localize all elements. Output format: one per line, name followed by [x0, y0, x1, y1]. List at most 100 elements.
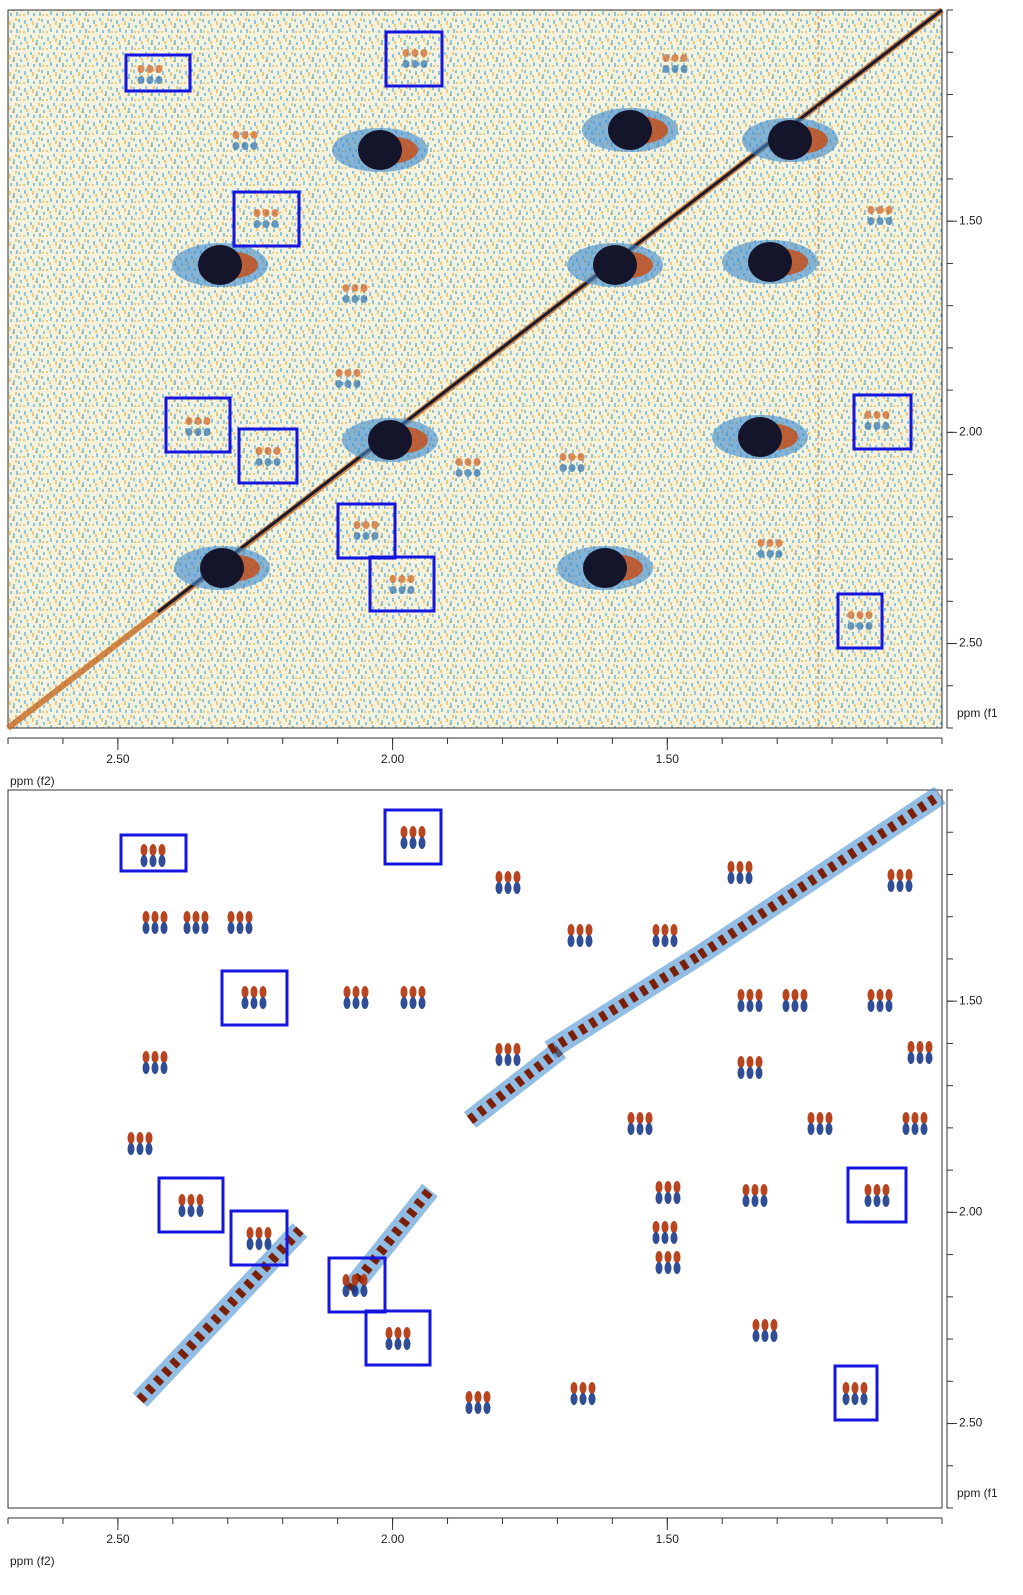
cross-peak	[143, 1051, 150, 1063]
cross-peak	[128, 1143, 135, 1155]
cross-peak	[265, 1227, 272, 1239]
cross-peak	[888, 880, 895, 892]
cross-peak	[843, 1382, 850, 1394]
bottom-spectrum: 2.502.001.50ppm (f2)1.502.002.50ppm (f1	[8, 790, 998, 1568]
cross-peak	[874, 1195, 881, 1207]
cross-peak	[653, 935, 660, 947]
cross-peak	[883, 1184, 890, 1196]
cross-peak	[419, 837, 426, 849]
cross-peak	[372, 532, 379, 540]
cross-peak	[143, 911, 150, 923]
cross-peak	[188, 1205, 195, 1217]
cross-peak	[663, 54, 670, 62]
cross-peak	[195, 428, 202, 436]
cross-peak	[674, 1262, 681, 1274]
cross-peak	[771, 1319, 778, 1331]
cross-peak	[877, 206, 884, 214]
cross-peak	[354, 369, 361, 377]
cross-peak	[743, 1195, 750, 1207]
cross-peak	[737, 872, 744, 884]
cross-peak	[671, 1221, 678, 1233]
peak	[748, 242, 792, 282]
cross-peak	[156, 65, 163, 73]
cross-peak	[580, 1393, 587, 1405]
cross-peak	[361, 1274, 368, 1286]
cross-peak	[146, 1132, 153, 1144]
cross-peak	[738, 1067, 745, 1079]
cross-peak	[917, 1052, 924, 1064]
cross-peak	[395, 1327, 402, 1339]
x-tick-label: 2.50	[106, 1532, 130, 1546]
cross-peak	[758, 550, 765, 558]
cross-peak	[628, 1123, 635, 1135]
cross-peak	[345, 380, 352, 388]
cross-peak	[681, 65, 688, 73]
cross-peak	[801, 989, 808, 1001]
cross-peak	[868, 989, 875, 1001]
cross-peak	[908, 1041, 915, 1053]
cross-peak	[233, 142, 240, 150]
cross-peak	[204, 428, 211, 436]
cross-peak	[188, 1194, 195, 1206]
cross-peak	[728, 872, 735, 884]
x-tick-label: 1.50	[656, 752, 680, 766]
cross-peak	[161, 1051, 168, 1063]
cross-peak	[665, 1251, 672, 1263]
peak	[200, 548, 244, 588]
cross-peak	[656, 1262, 663, 1274]
cross-peak	[912, 1112, 919, 1124]
cross-peak	[475, 1391, 482, 1403]
cross-peak	[628, 1112, 635, 1124]
cross-peak	[865, 411, 872, 419]
cross-peak	[343, 1274, 350, 1286]
cross-peak	[193, 922, 200, 934]
cross-peak	[466, 1402, 473, 1414]
cross-peak	[251, 986, 258, 998]
cross-peak	[161, 1062, 168, 1074]
cross-peak	[228, 911, 235, 923]
cross-peak	[152, 922, 159, 934]
cross-peak	[883, 422, 890, 430]
x-tick-label: 2.50	[106, 752, 130, 766]
cross-peak	[903, 1123, 910, 1135]
cross-peak	[758, 539, 765, 547]
y-tick-label: 1.50	[959, 213, 983, 227]
cross-peak	[868, 206, 875, 214]
cross-peak	[738, 1000, 745, 1012]
cross-peak	[247, 1238, 254, 1250]
cross-peak	[186, 417, 193, 425]
cross-peak	[738, 1056, 745, 1068]
cross-peak	[202, 911, 209, 923]
cross-peak	[343, 1285, 350, 1297]
cross-peak	[386, 1327, 393, 1339]
cross-peak	[465, 469, 472, 477]
cross-peak	[404, 1327, 411, 1339]
cross-peak	[197, 1194, 204, 1206]
cross-peak	[141, 844, 148, 856]
cross-peak	[386, 1338, 393, 1350]
cross-peak	[568, 935, 575, 947]
cross-peak	[767, 550, 774, 558]
cross-peak	[874, 422, 881, 430]
cross-peak	[586, 924, 593, 936]
cross-peak	[577, 924, 584, 936]
cross-peak	[560, 453, 567, 461]
cross-peak	[456, 469, 463, 477]
cross-peak	[410, 826, 417, 838]
cross-peak	[475, 1402, 482, 1414]
cross-peak	[886, 1000, 893, 1012]
cross-peak	[665, 1262, 672, 1274]
cross-peak	[484, 1402, 491, 1414]
cross-peak	[419, 826, 426, 838]
cross-peak	[390, 575, 397, 583]
cross-peak	[421, 49, 428, 57]
cross-peak	[569, 453, 576, 461]
cross-peak	[272, 220, 279, 228]
cross-peak	[917, 1041, 924, 1053]
cross-peak	[783, 989, 790, 1001]
cross-peak	[143, 1062, 150, 1074]
cross-peak	[868, 1000, 875, 1012]
peak	[608, 110, 652, 150]
cross-peak	[354, 532, 361, 540]
cross-peak	[399, 586, 406, 594]
